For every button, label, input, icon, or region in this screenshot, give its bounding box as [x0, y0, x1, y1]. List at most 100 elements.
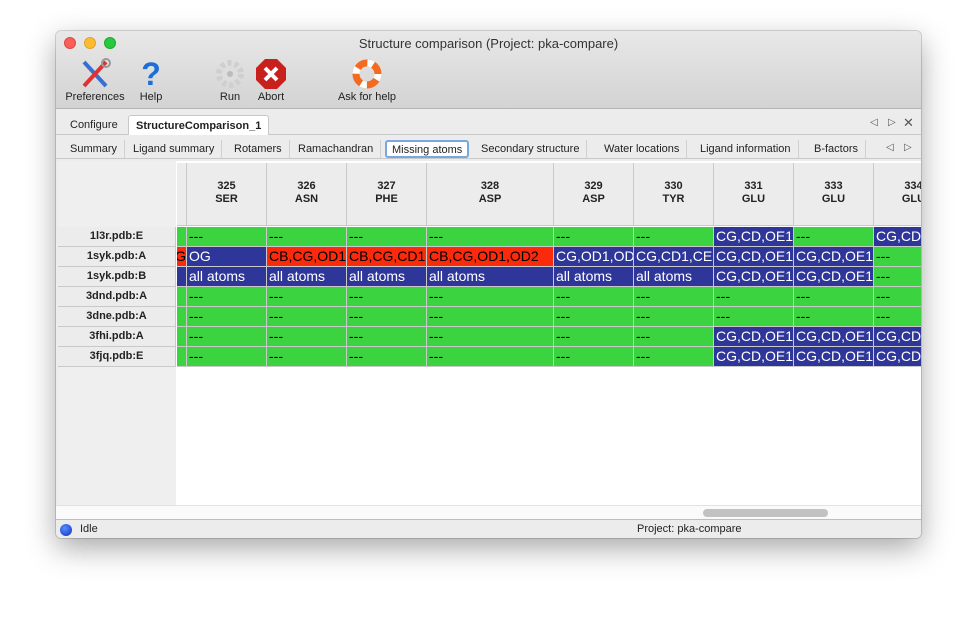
table-cell[interactable]: CB,CG,OD1 [267, 247, 347, 267]
table-cell[interactable]: --- [427, 307, 554, 327]
tab-missing-atoms[interactable]: Missing atoms [385, 140, 470, 158]
table-cell[interactable]: --- [874, 307, 921, 327]
table-cell[interactable]: CB,CG,OD1,OD2 [427, 247, 554, 267]
column-header[interactable]: 334GLU [874, 163, 921, 226]
table-cell[interactable]: CB,CG,CD1 [347, 247, 427, 267]
abort-button[interactable]: Abort [252, 57, 290, 103]
close-window-button[interactable] [64, 37, 76, 49]
preferences-button[interactable]: Preferences [62, 57, 128, 103]
help-button[interactable]: ? Help [134, 56, 168, 104]
table-cell[interactable]: --- [634, 307, 714, 327]
run-button[interactable]: Run [213, 57, 247, 103]
column-header[interactable]: 326 ASN [267, 163, 347, 226]
table-cell[interactable]: --- [347, 227, 427, 247]
close-tab-icon[interactable]: ✕ [903, 115, 914, 130]
table-cell[interactable]: CG,CD,OE1 [714, 247, 794, 267]
table-cell[interactable]: G [177, 247, 187, 267]
column-header[interactable]: 329 ASP [554, 163, 634, 226]
table-cell[interactable]: CG,CD [874, 327, 921, 347]
table-cell[interactable]: --- [347, 347, 427, 367]
table-cell[interactable]: --- [347, 287, 427, 307]
table-cell[interactable]: --- [267, 287, 347, 307]
tab-water-locations[interactable]: Water locations [597, 140, 688, 158]
table-cell[interactable]: --- [554, 227, 634, 247]
table-cell[interactable]: CG,CD [874, 227, 921, 247]
table-cell[interactable]: CG,CD,OE1 [794, 247, 874, 267]
table-cell[interactable]: --- [874, 247, 921, 267]
table-cell[interactable]: --- [427, 227, 554, 247]
table-cell[interactable]: --- [267, 347, 347, 367]
column-header[interactable]: 333 GLU [794, 163, 874, 226]
table-cell[interactable]: --- [554, 287, 634, 307]
table-cell[interactable]: CG,CD,OE1 [794, 267, 874, 287]
table-cell[interactable]: CG,CD,OE1 [714, 227, 794, 247]
tab-secondary-structure[interactable]: Secondary structure [474, 140, 588, 158]
column-header[interactable] [177, 163, 187, 226]
tab-structurecomparison-1[interactable]: StructureComparison_1 [128, 115, 270, 135]
table-cell[interactable]: --- [267, 307, 347, 327]
table-cell[interactable]: CG,CD,OE1 [794, 327, 874, 347]
table-cell[interactable]: --- [427, 327, 554, 347]
table-cell[interactable]: --- [267, 227, 347, 247]
table-cell[interactable]: --- [347, 327, 427, 347]
table-cell[interactable]: all atoms [427, 267, 554, 287]
table-cell[interactable]: all atoms [634, 267, 714, 287]
table-cell[interactable]: --- [554, 327, 634, 347]
tab-configure[interactable]: Configure [70, 119, 118, 131]
column-header[interactable]: 325 SER [187, 163, 267, 226]
table-cell[interactable] [177, 227, 187, 247]
tab-rotamers[interactable]: Rotamers [227, 140, 290, 158]
table-cell[interactable]: CG,CD,OE1 [794, 347, 874, 367]
table-cell[interactable] [177, 327, 187, 347]
column-header[interactable]: 330 TYR [634, 163, 714, 226]
tab-ramachandran[interactable]: Ramachandran [291, 140, 382, 158]
row-label[interactable]: 3dne.pdb:A [58, 307, 176, 327]
table-cell[interactable]: all atoms [187, 267, 267, 287]
column-header[interactable]: 327 PHE [347, 163, 427, 226]
table-cell[interactable]: --- [794, 307, 874, 327]
row-label[interactable]: 3fhi.pdb:A [58, 327, 176, 347]
table-cell[interactable]: --- [634, 327, 714, 347]
table-cell[interactable]: --- [187, 227, 267, 247]
table-cell[interactable]: --- [874, 267, 921, 287]
table-cell[interactable]: --- [634, 287, 714, 307]
row-label[interactable]: 1syk.pdb:B [58, 267, 176, 287]
table-cell[interactable]: CG,CD1,CE [634, 247, 714, 267]
table-cell[interactable]: --- [187, 287, 267, 307]
table-cell[interactable]: CG,CD,OE1 [714, 347, 794, 367]
table-cell[interactable]: --- [554, 307, 634, 327]
table-cell[interactable]: --- [794, 227, 874, 247]
table-cell[interactable]: --- [714, 307, 794, 327]
table-cell[interactable] [177, 287, 187, 307]
ask-for-help-button[interactable]: Ask for help [332, 57, 402, 103]
table-cell[interactable]: --- [634, 227, 714, 247]
table-cell[interactable]: --- [267, 327, 347, 347]
horizontal-scrollbar[interactable] [56, 505, 921, 519]
table-cell[interactable]: --- [427, 347, 554, 367]
table-cell[interactable]: --- [187, 327, 267, 347]
table-cell[interactable]: --- [554, 347, 634, 367]
table-cell[interactable] [177, 347, 187, 367]
subtab-scroll-right-icon[interactable]: ▷ [904, 142, 912, 153]
tab-ligand-summary[interactable]: Ligand summary [126, 140, 223, 158]
row-label[interactable]: 3dnd.pdb:A [58, 287, 176, 307]
row-label[interactable]: 3fjq.pdb:E [58, 347, 176, 367]
table-cell[interactable]: --- [874, 287, 921, 307]
tab-b-factors[interactable]: B-factors [807, 140, 867, 158]
table-cell[interactable]: all atoms [267, 267, 347, 287]
table-cell[interactable]: --- [187, 347, 267, 367]
table-cell[interactable]: CG,CD [874, 347, 921, 367]
minimize-window-button[interactable] [84, 37, 96, 49]
table-cell[interactable]: --- [634, 347, 714, 367]
row-label[interactable]: 1syk.pdb:A [58, 247, 176, 267]
row-label[interactable]: 1l3r.pdb:E [58, 227, 176, 247]
column-header[interactable]: 331 GLU [714, 163, 794, 226]
table-cell[interactable] [177, 267, 187, 287]
tab-scroll-left-icon[interactable]: ◁ [870, 117, 878, 128]
tab-scroll-right-icon[interactable]: ▷ [888, 117, 896, 128]
subtab-scroll-left-icon[interactable]: ◁ [886, 142, 894, 153]
table-cell[interactable]: --- [187, 307, 267, 327]
table-cell[interactable]: --- [794, 287, 874, 307]
table-cell[interactable]: all atoms [347, 267, 427, 287]
table-cell[interactable]: --- [714, 287, 794, 307]
